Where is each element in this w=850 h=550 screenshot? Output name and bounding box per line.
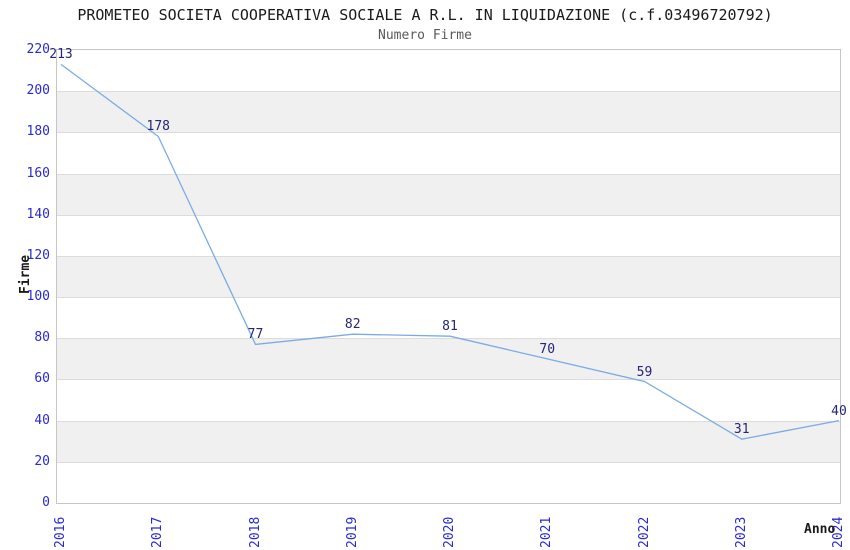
background-band [57, 132, 840, 174]
gridline [57, 214, 840, 216]
y-axis-tick-label: 180 [26, 124, 50, 140]
background-band [57, 461, 840, 503]
y-axis-tick-label: 100 [26, 289, 50, 305]
background-band [57, 379, 840, 421]
x-axis-title: Anno [804, 522, 836, 537]
x-axis-tick-label: 2020 [442, 516, 457, 548]
y-axis-tick-label: 140 [26, 206, 50, 222]
chart-title: PROMETEO SOCIETA COOPERATIVA SOCIALE A R… [77, 6, 773, 24]
line-series [60, 63, 840, 440]
background-band [57, 173, 840, 215]
x-axis-tick-label: 2018 [247, 516, 263, 548]
background-band [57, 91, 840, 133]
line-series-path [60, 63, 840, 440]
y-axis-tick-label: 20 [34, 453, 50, 469]
gridline [57, 297, 840, 299]
y-axis-tick-label: 120 [26, 247, 50, 263]
x-axis-tick-label: 2021 [539, 516, 555, 548]
data-point-label: 40 [831, 403, 847, 419]
data-point-label: 77 [247, 327, 264, 343]
background-band [57, 50, 840, 92]
gridline [57, 461, 840, 463]
y-axis-tick-label: 80 [34, 330, 50, 346]
gridline [57, 173, 840, 175]
x-axis-tick-label: 2017 [150, 516, 166, 548]
x-axis-tick-label: 2016 [53, 516, 68, 548]
gridline [57, 338, 840, 340]
y-axis-title: Firme [18, 254, 33, 294]
data-point-label: 70 [539, 341, 556, 357]
gridline [57, 379, 840, 381]
gridline [57, 132, 840, 134]
chart-subtitle: Numero Firme [378, 28, 472, 43]
x-axis-tick-label: 2019 [344, 516, 360, 548]
gridline [57, 91, 840, 93]
y-axis-tick-label: 40 [34, 412, 50, 428]
x-axis-tick-label: 2022 [636, 516, 652, 548]
y-axis-tick-label: 60 [34, 371, 50, 387]
data-point-label: 31 [733, 422, 750, 438]
y-axis-tick-label: 160 [26, 165, 50, 181]
background-band [57, 420, 840, 462]
background-band [57, 255, 840, 298]
gridline [57, 255, 840, 257]
y-axis-tick-label: 200 [26, 83, 50, 99]
gridline [57, 420, 840, 422]
y-axis-tick-label: 0 [42, 495, 50, 510]
data-point-label: 81 [442, 319, 458, 335]
background-band [57, 297, 840, 339]
x-axis-tick-label: 2023 [733, 516, 749, 548]
data-point-label: 213 [49, 47, 73, 63]
data-point-label: 82 [344, 317, 361, 333]
data-point-label: 178 [146, 119, 170, 135]
plot-area: 213 178 77 82 81 70 59 31 40 [49, 48, 847, 504]
data-point-label: 59 [636, 364, 653, 380]
background-band [57, 214, 840, 256]
y-axis-tick-label: 220 [26, 42, 50, 57]
background-band [57, 338, 840, 380]
